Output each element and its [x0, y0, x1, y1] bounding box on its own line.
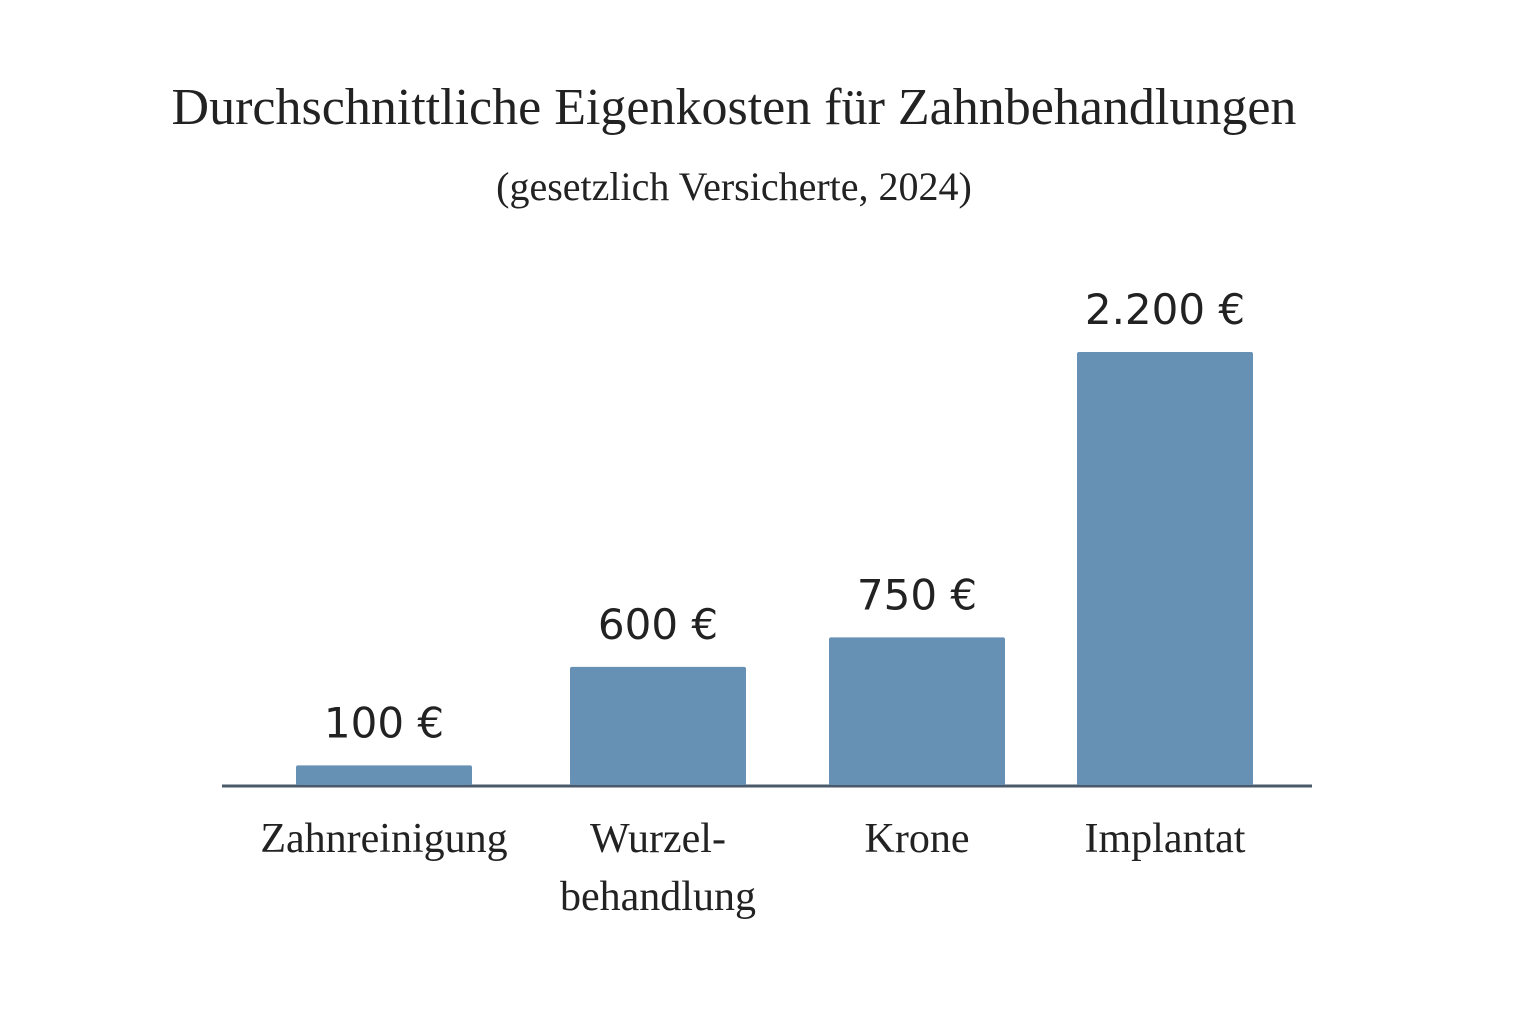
x-tick-label: Implantat [1084, 816, 1246, 862]
x-tick-label: Zahnreinigung [260, 816, 508, 862]
title-block: Durchschnittliche Eigenkosten für Zahnbe… [154, 70, 1314, 225]
chart-subtitle: (gesetzlich Versicherte, 2024) [496, 164, 972, 209]
value-label: 2.200 € [1085, 285, 1245, 334]
bar [296, 765, 472, 785]
bar [570, 666, 746, 785]
value-label: 600 € [598, 600, 718, 649]
x-tick-label: Wurzel-behandlung [560, 816, 756, 920]
value-label: 100 € [324, 698, 444, 747]
bar [829, 637, 1005, 785]
bar [1077, 352, 1253, 785]
x-tick-label: Krone [864, 816, 970, 862]
value-label: 750 € [857, 570, 977, 619]
chart-title: Durchschnittliche Eigenkosten für Zahnbe… [171, 79, 1297, 136]
